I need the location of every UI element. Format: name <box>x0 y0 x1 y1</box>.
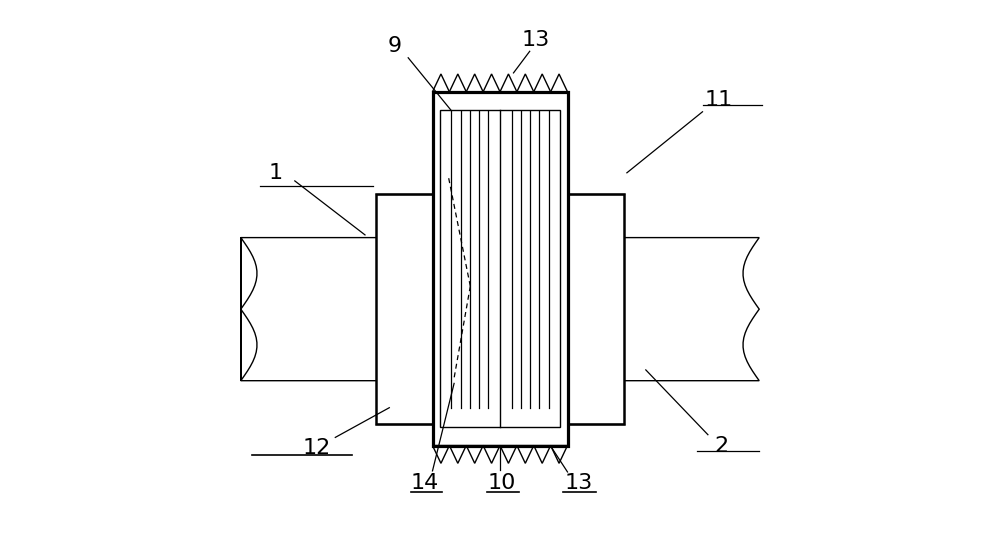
Bar <box>376 194 454 424</box>
Text: 12: 12 <box>302 438 331 458</box>
Polygon shape <box>559 238 759 381</box>
Text: 2: 2 <box>714 435 728 456</box>
Text: 9: 9 <box>388 36 402 56</box>
Text: 14: 14 <box>410 473 439 494</box>
Text: 13: 13 <box>522 30 550 51</box>
Bar <box>440 110 560 427</box>
Text: 11: 11 <box>705 90 733 110</box>
Text: 1: 1 <box>269 163 283 183</box>
Bar <box>432 92 568 445</box>
Polygon shape <box>241 238 441 381</box>
Text: 10: 10 <box>487 473 516 494</box>
Text: 13: 13 <box>564 473 592 494</box>
Bar <box>546 194 624 424</box>
